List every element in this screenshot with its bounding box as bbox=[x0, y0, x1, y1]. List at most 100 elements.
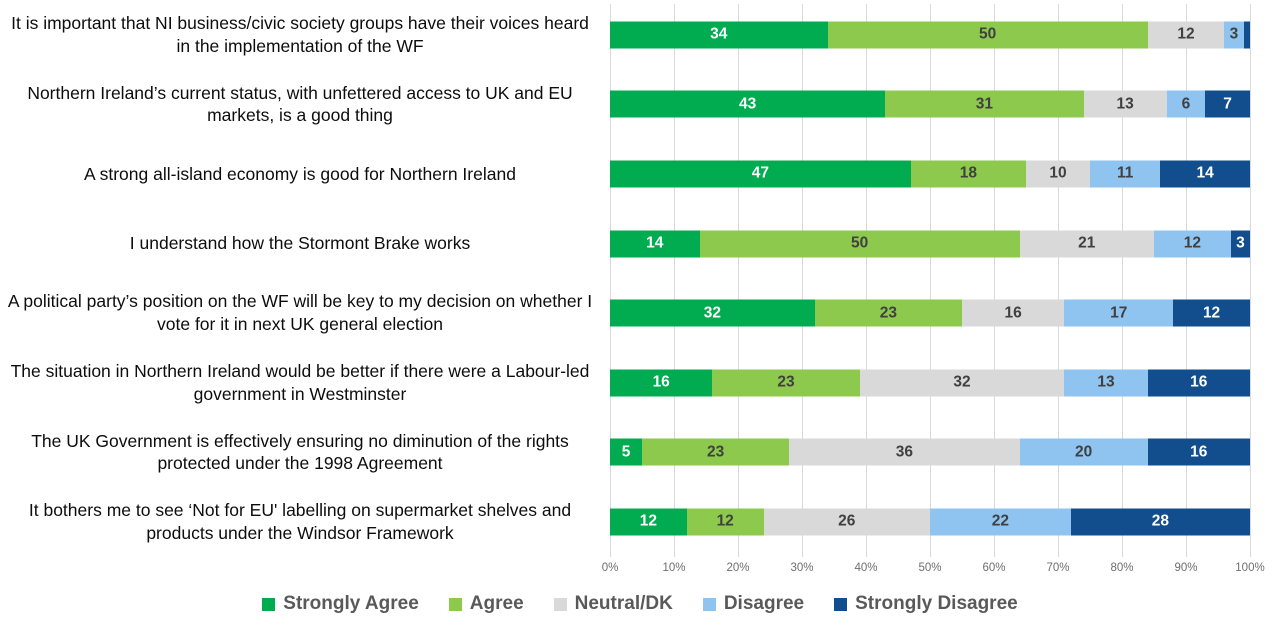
gridline bbox=[1122, 4, 1123, 557]
segment-value-label: 31 bbox=[975, 95, 993, 113]
chart-row: Northern Ireland’s current status, with … bbox=[0, 70, 1280, 140]
segment-value-label: 6 bbox=[1181, 95, 1191, 113]
segment-value-label: 32 bbox=[703, 304, 722, 322]
bar-segment-strongly-disagree: 12 bbox=[1173, 299, 1250, 327]
bar-segment-neutral-dk: 16 bbox=[961, 299, 1065, 327]
chart-row: The UK Government is effectively ensurin… bbox=[0, 418, 1280, 488]
legend-label: Neutral/DK bbox=[574, 593, 673, 614]
segment-value-label: 50 bbox=[978, 25, 997, 43]
chart-row: It is important that NI business/civic s… bbox=[0, 0, 1280, 70]
stacked-bar: 34 50 12 3 bbox=[610, 21, 1250, 49]
bar-segment-strongly-disagree: 7 bbox=[1205, 90, 1250, 118]
segment-value-label: 23 bbox=[706, 443, 725, 461]
legend-item-strongly-disagree: Strongly Disagree bbox=[834, 593, 1018, 615]
bar-segment-disagree: 3 bbox=[1224, 21, 1244, 49]
gridline bbox=[930, 4, 931, 557]
legend-swatch-strongly-agree bbox=[262, 597, 276, 611]
segment-value-label: 47 bbox=[751, 164, 770, 182]
bar-segment-agree: 18 bbox=[910, 160, 1026, 188]
segment-value-label: 21 bbox=[1078, 234, 1096, 252]
legend-item-disagree: Disagree bbox=[702, 593, 805, 615]
chart-row: A political party’s position on the WF w… bbox=[0, 278, 1280, 348]
segment-value-label: 16 bbox=[1190, 373, 1208, 391]
segment-value-label: 10 bbox=[1049, 164, 1067, 182]
bar-segment-agree: 31 bbox=[885, 90, 1084, 118]
bar-segment-disagree: 11 bbox=[1089, 160, 1161, 188]
segment-value-label: 16 bbox=[652, 373, 670, 391]
segment-value-label: 32 bbox=[953, 373, 971, 391]
segment-value-label: 5 bbox=[621, 443, 631, 461]
gridline bbox=[610, 4, 611, 557]
segment-value-label: 11 bbox=[1116, 164, 1134, 182]
row-plot-area: 34 50 12 3 bbox=[610, 0, 1250, 70]
segment-value-label: 26 bbox=[838, 512, 856, 530]
segment-value-label: 12 bbox=[639, 512, 658, 530]
axis-tick-label: 70% bbox=[1046, 562, 1070, 574]
bar-segment-strongly-agree: 34 bbox=[610, 21, 828, 49]
segment-value-label: 50 bbox=[850, 234, 869, 252]
axis-tick-label: 0% bbox=[601, 562, 619, 574]
segment-value-label: 43 bbox=[738, 95, 757, 113]
stacked-bar: 32 23 16 17 12 bbox=[610, 299, 1250, 327]
axis-tick-label: 20% bbox=[726, 562, 750, 574]
category-label: Northern Ireland’s current status, with … bbox=[27, 82, 573, 126]
axis-tick-label: 60% bbox=[982, 562, 1006, 574]
segment-value-label: 34 bbox=[710, 25, 728, 43]
bar-segment-strongly-agree: 47 bbox=[610, 160, 911, 188]
axis-tick-label: 100% bbox=[1235, 562, 1265, 574]
axis-tick-label: 10% bbox=[662, 562, 686, 574]
axis-tick-label: 30% bbox=[790, 562, 814, 574]
legend-label: Strongly Agree bbox=[283, 593, 419, 614]
bar-segment-neutral-dk: 36 bbox=[789, 438, 1020, 466]
bar-segment-disagree: 6 bbox=[1166, 90, 1206, 118]
bar-segment-strongly-disagree: 16 bbox=[1147, 438, 1250, 466]
axis-tick-label: 40% bbox=[854, 562, 878, 574]
legend-swatch-agree bbox=[448, 597, 462, 611]
bar-segment-agree: 50 bbox=[699, 230, 1020, 258]
gridline bbox=[1058, 4, 1059, 557]
stacked-bar: 47 18 10 11 14 bbox=[610, 160, 1250, 188]
segment-value-label: 22 bbox=[991, 512, 1009, 530]
category-label: It bothers me to see ‘Not for EU' labell… bbox=[28, 500, 572, 543]
bar-segment-disagree: 12 bbox=[1153, 230, 1231, 258]
segment-value-label: 12 bbox=[1183, 234, 1201, 252]
legend-label: Disagree bbox=[723, 593, 805, 614]
bar-segment-strongly-disagree: 28 bbox=[1070, 508, 1250, 536]
category-label: The situation in Northern Ireland would … bbox=[10, 361, 590, 404]
stacked-bar: 14 50 21 12 3 bbox=[610, 230, 1250, 258]
bar-segment-disagree: 17 bbox=[1064, 299, 1174, 327]
gridline bbox=[866, 4, 867, 557]
bar-segment-strongly-agree: 16 bbox=[610, 369, 713, 397]
bar-segment-strongly-disagree bbox=[1243, 21, 1250, 49]
legend-label: Agree bbox=[469, 593, 524, 614]
gridline bbox=[674, 4, 675, 557]
segment-value-label: 12 bbox=[1202, 304, 1221, 322]
bar-segment-disagree: 22 bbox=[929, 508, 1071, 536]
bar-segment-neutral-dk: 10 bbox=[1025, 160, 1090, 188]
gridline bbox=[802, 4, 803, 557]
gridline bbox=[994, 4, 995, 557]
segment-value-label: 23 bbox=[777, 373, 795, 391]
bar-segment-agree: 50 bbox=[827, 21, 1148, 49]
segment-value-label: 16 bbox=[1004, 304, 1022, 322]
row-plot-area: 47 18 10 11 14 bbox=[610, 139, 1250, 209]
gridline bbox=[738, 4, 739, 557]
stacked-bar: 5 23 36 20 16 bbox=[610, 438, 1250, 466]
row-plot-area: 32 23 16 17 12 bbox=[610, 278, 1250, 348]
axis-tick-label: 90% bbox=[1174, 562, 1198, 574]
segment-value-label: 7 bbox=[1223, 95, 1232, 113]
segment-value-label: 20 bbox=[1074, 443, 1093, 461]
stacked-bar: 16 23 32 13 16 bbox=[610, 369, 1250, 397]
legend-item-strongly-agree: Strongly Agree bbox=[262, 593, 419, 615]
bar-segment-strongly-disagree: 16 bbox=[1147, 369, 1250, 397]
bar-segment-agree: 23 bbox=[642, 438, 790, 466]
row-plot-area: 12 12 26 22 28 bbox=[610, 487, 1250, 557]
bar-segment-neutral-dk: 26 bbox=[763, 508, 930, 536]
legend-swatch-disagree bbox=[702, 597, 716, 611]
chart-row: I understand how the Stormont Brake work… bbox=[0, 209, 1280, 279]
legend-swatch-neutral-dk bbox=[553, 597, 567, 611]
row-plot-area: 16 23 32 13 16 bbox=[610, 348, 1250, 418]
segment-value-label: 14 bbox=[646, 234, 664, 252]
segment-value-label: 28 bbox=[1151, 512, 1169, 530]
